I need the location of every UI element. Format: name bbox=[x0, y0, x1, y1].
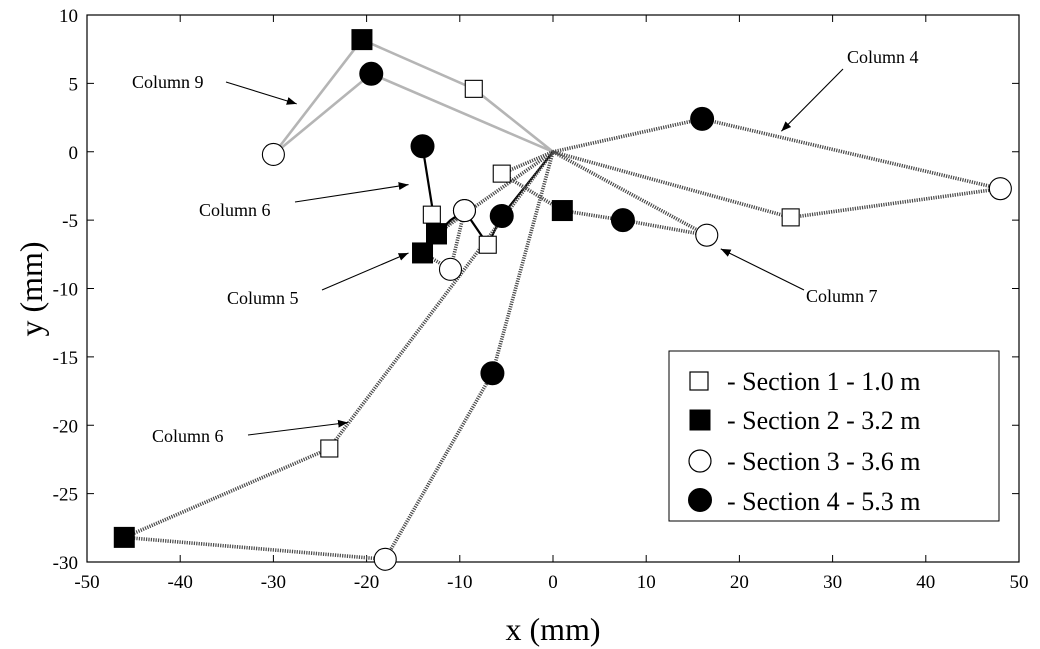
x-tick-label: -10 bbox=[447, 572, 472, 593]
x-tick-label: 20 bbox=[730, 572, 749, 593]
x-tick-label: 40 bbox=[916, 572, 935, 593]
y-axis-label: y (mm) bbox=[13, 241, 49, 336]
data-point-filled-circle bbox=[690, 106, 715, 131]
data-point-filled-square bbox=[551, 200, 573, 222]
legend: - Section 1 - 1.0 m - Section 2 - 3.2 m … bbox=[668, 350, 1000, 522]
y-axis-ticks: 10 5 0 -5 -10 -15 -20 -25 -30 bbox=[53, 6, 1019, 574]
data-point-filled-circle bbox=[489, 204, 514, 229]
x-axis-label: x (mm) bbox=[505, 611, 600, 647]
annotation-arrow bbox=[720, 248, 805, 291]
y-tick-label: -5 bbox=[62, 211, 78, 232]
data-point-filled-square bbox=[351, 29, 373, 51]
annotation-arrow bbox=[225, 81, 297, 105]
legend-entry-4: - Section 4 - 5.3 m bbox=[727, 487, 921, 516]
data-point-open-circle bbox=[261, 142, 285, 167]
series-markers bbox=[113, 29, 1012, 571]
data-point-open-square bbox=[492, 164, 511, 183]
legend-marker-open-square bbox=[689, 371, 709, 391]
y-tick-label: -15 bbox=[53, 348, 78, 369]
data-point-open-square bbox=[464, 79, 483, 98]
legend-marker-open-circle bbox=[688, 449, 712, 473]
data-point-open-circle bbox=[452, 199, 477, 223]
x-tick-label: 0 bbox=[548, 572, 558, 593]
x-tick-label: -50 bbox=[74, 572, 99, 593]
y-tick-label: 5 bbox=[69, 74, 79, 95]
annotations: Column 9 Column 4 Column 6 Column 5 Column 7… bbox=[132, 47, 919, 446]
data-point-filled-circle bbox=[480, 361, 505, 386]
x-axis-ticks: -50 -40 -30 -20 -10 0 10 20 30 40 50 bbox=[74, 15, 1029, 593]
y-tick-label: -30 bbox=[53, 553, 78, 574]
y-tick-label: 10 bbox=[59, 6, 78, 27]
annotation-label: Column 4 bbox=[847, 47, 919, 67]
data-point-filled-square bbox=[113, 526, 135, 548]
legend-marker-filled-square bbox=[689, 409, 711, 431]
legend-entry-3: - Section 3 - 3.6 m bbox=[727, 447, 921, 476]
data-point-open-square bbox=[781, 208, 800, 227]
y-tick-label: -10 bbox=[53, 280, 78, 301]
y-tick-label: 0 bbox=[69, 143, 79, 164]
data-point-open-circle bbox=[988, 177, 1012, 201]
data-point-filled-circle bbox=[359, 61, 384, 86]
x-tick-label: 10 bbox=[637, 572, 656, 593]
data-point-open-square bbox=[422, 205, 441, 224]
data-point-open-square bbox=[478, 235, 497, 254]
annotation-label: Column 9 bbox=[132, 72, 204, 92]
legend-box bbox=[668, 350, 1000, 522]
annotation-arrow bbox=[294, 182, 409, 203]
legend-marker-filled-circle bbox=[688, 488, 712, 512]
data-point-open-circle bbox=[373, 547, 397, 571]
y-tick-label: -25 bbox=[53, 485, 78, 506]
y-tick-label: -20 bbox=[53, 416, 78, 437]
annotation-label: Column 7 bbox=[806, 286, 878, 306]
data-point-open-circle bbox=[438, 257, 463, 281]
legend-entry-2: - Section 2 - 3.2 m bbox=[727, 406, 921, 435]
series-line-6 bbox=[122, 150, 555, 562]
x-tick-label: -30 bbox=[261, 572, 286, 593]
x-tick-label: 30 bbox=[823, 572, 842, 593]
data-point-open-circle bbox=[695, 223, 719, 247]
annotation-arrow bbox=[780, 68, 844, 132]
annotation-label: Column 6 bbox=[199, 200, 271, 220]
x-tick-label: -40 bbox=[168, 572, 193, 593]
data-point-filled-circle bbox=[410, 134, 435, 159]
annotation-arrow bbox=[321, 252, 409, 291]
data-point-open-square bbox=[320, 439, 339, 458]
x-tick-label: 50 bbox=[1010, 572, 1029, 593]
data-point-filled-square bbox=[412, 242, 434, 264]
annotation-label: Column 5 bbox=[227, 288, 299, 308]
series-line-1 bbox=[272, 38, 554, 156]
annotation-arrow bbox=[247, 419, 349, 436]
x-tick-label: -20 bbox=[354, 572, 379, 593]
data-point-filled-square bbox=[426, 223, 447, 245]
data-point-filled-circle bbox=[610, 208, 635, 233]
legend-entry-1: - Section 1 - 1.0 m bbox=[727, 367, 921, 396]
annotation-label: Column 6 bbox=[152, 426, 224, 446]
